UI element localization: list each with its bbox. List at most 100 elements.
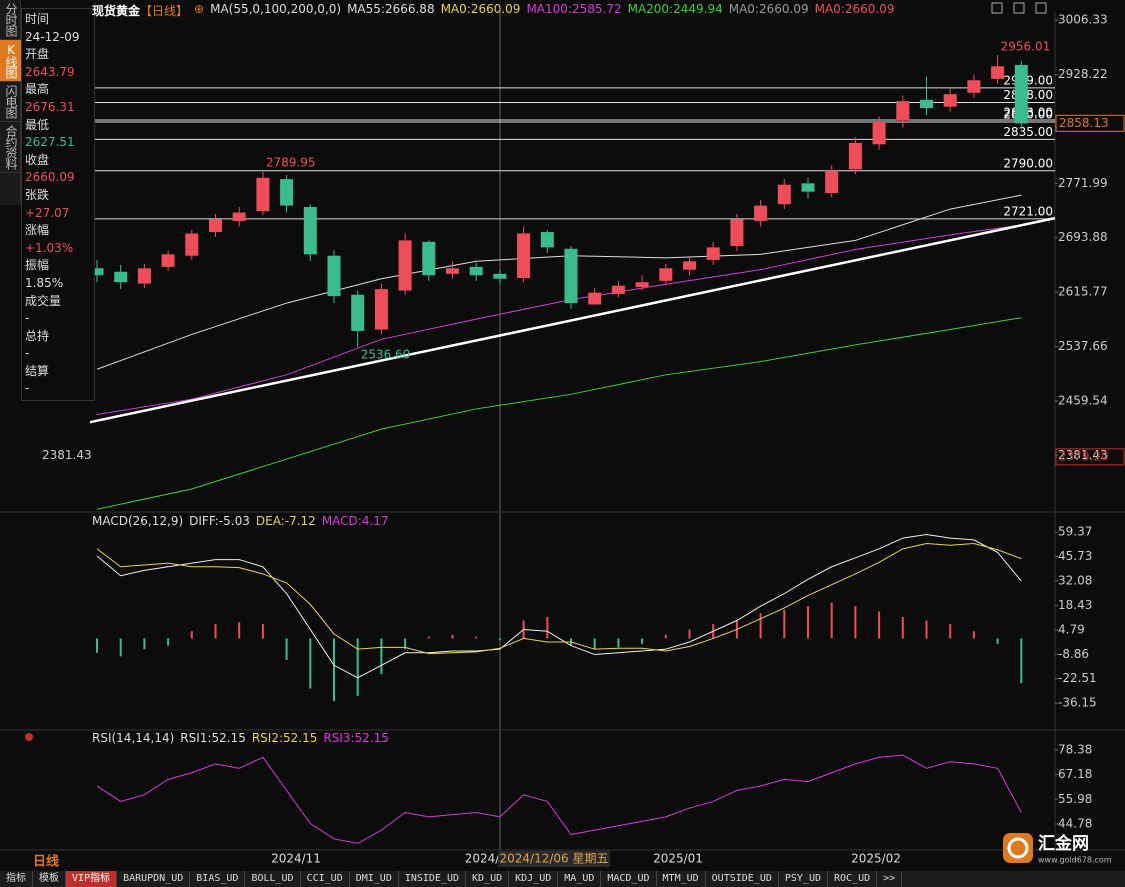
logo-icon (1007, 837, 1029, 859)
candle-body (256, 177, 270, 212)
indicator-tab[interactable]: MTM_UD (657, 871, 706, 887)
indicator-tab[interactable]: INSIDE_UD (399, 871, 467, 887)
candle-body (588, 292, 602, 305)
main-header: 现货黄金 【日线】 ⊕ MA(55,0,100,200,0,0) MA55:266… (92, 2, 894, 19)
indicator-label: MA55:2666.88 (347, 2, 435, 16)
indicator-label: MA(55,0,100,200,0,0) (210, 2, 342, 16)
info-label: 总持 (25, 328, 50, 343)
peak-label: 2956.01 (1001, 40, 1051, 54)
indicator-tab[interactable]: >> (877, 871, 903, 887)
indicator-tab[interactable]: KDJ_UD (509, 871, 559, 887)
crosshair-date-box (498, 851, 610, 867)
indicator-tab[interactable]: 指标 (0, 871, 33, 887)
y-tick-label: -22.51 (1058, 671, 1097, 685)
logo-icon (1003, 833, 1033, 863)
candle-body (351, 294, 365, 331)
logo-name: 汇金网 (1038, 833, 1089, 854)
indicator-tab[interactable]: BARUPDN_UD (117, 871, 191, 887)
y-tick-label: -8.86 (1058, 647, 1089, 661)
candle-body (540, 232, 554, 248)
price-tag (1055, 114, 1125, 132)
add-icon[interactable]: ⊕ (194, 2, 205, 16)
indicator-label: MACD:4.17 (321, 514, 389, 528)
indicator-tab[interactable]: KD_UD (466, 871, 510, 887)
rsi-icon[interactable] (25, 733, 33, 741)
y-tick-label: 44.78 (1058, 816, 1092, 830)
candle-body (920, 99, 933, 109)
level-label: 2790.00 (1003, 156, 1053, 170)
candle-body (683, 261, 696, 270)
trendline (89, 216, 1056, 424)
y-tick-label: 3006.33 (1058, 13, 1108, 27)
indicator-tab[interactable]: MA_UD (558, 871, 602, 887)
candle-body (730, 219, 744, 246)
period-label[interactable]: 日线 (33, 854, 59, 870)
sidebar-tab[interactable]: K线图 (0, 40, 23, 82)
indicator-tab[interactable]: MACD_UD (601, 871, 657, 887)
candle-body (777, 184, 791, 205)
info-label: 成交量 (25, 293, 62, 308)
candle-body (943, 94, 957, 107)
level-label: 2888.00 (1003, 88, 1053, 102)
period[interactable]: 【日线】 (140, 4, 189, 18)
left-axis-label: 2381.43 (42, 448, 92, 462)
candle-body (517, 233, 531, 279)
title: 现货黄金 (92, 4, 141, 18)
info-value: - (25, 311, 30, 326)
candle-body (114, 271, 128, 283)
y-tick-label: 2459.54 (1058, 393, 1108, 407)
y-tick-label: 18.43 (1058, 598, 1092, 612)
candle-body (611, 285, 625, 295)
x-label: 2024/11 (271, 852, 321, 866)
y-tick-label: 2771.99 (1058, 176, 1108, 190)
indicator-label: MA100:2585.72 (526, 2, 622, 16)
candle-body (137, 268, 151, 284)
x-label: 2025/01 (653, 852, 703, 866)
indicator-tab[interactable]: ROC_UD (828, 871, 878, 887)
x-label: 2025/02 (851, 852, 901, 866)
indicator-label: MA200:2449.94 (627, 2, 723, 16)
indicator-label: MACD(26,12,9) (92, 514, 184, 528)
candle-body (635, 282, 649, 288)
candle-body (422, 241, 436, 276)
sidebar-tab[interactable]: 闪电图 (0, 82, 23, 122)
sidebar-tab[interactable]: 合约资料 (0, 122, 23, 173)
toolbar-icons (991, 2, 1047, 14)
tool-icon[interactable] (991, 2, 1003, 14)
indicator-tab[interactable]: CCI_UD (301, 871, 350, 887)
info-value: - (25, 381, 30, 396)
candle-body (280, 179, 294, 206)
ma-line (96, 317, 1022, 510)
candle-body (754, 205, 768, 221)
candle-body (825, 170, 839, 194)
macd-diff-line (96, 533, 1022, 679)
tool-icon[interactable] (1013, 2, 1025, 14)
macd-dea-line (96, 542, 1022, 655)
logo-url: www.gold678.com (1038, 856, 1112, 865)
indicator-tab[interactable]: BOLL_UD (245, 871, 301, 887)
peak-label: 2536.60 (361, 348, 411, 362)
candle-body (801, 183, 815, 192)
rsi-header: RSI(14,14,14) RSI1:52.15 RSI2:52.15 RSI3:52… (92, 731, 389, 745)
candle-body (303, 206, 317, 255)
y-tick-label: 59.37 (1058, 525, 1092, 539)
indicator-tab[interactable]: VIP指标 (66, 871, 118, 887)
y-tick-label: 2693.88 (1058, 230, 1108, 244)
candle-body (896, 101, 910, 121)
indicator-tab[interactable]: DMI_UD (350, 871, 399, 887)
sidebar-tab[interactable]: 分时图 (0, 0, 23, 40)
candle-body (564, 248, 578, 304)
y-tick-label: 2928.22 (1058, 67, 1108, 81)
y-tick-label: 2615.77 (1058, 285, 1108, 299)
info-label: 收盘 (25, 152, 50, 167)
indicator-tab[interactable]: 模板 (33, 871, 66, 887)
candle-body (706, 247, 720, 260)
indicator-tab[interactable]: PSY_UD (779, 871, 828, 887)
tool-icon[interactable] (1035, 2, 1047, 14)
info-label: 最低 (25, 117, 50, 132)
indicator-tab[interactable]: OUTSIDE_UD (706, 871, 779, 887)
info-panel: 时间 24-12-09 开盘 2643.79 最高 2676.31 最低 2627.51 收盘 2… (21, 8, 95, 402)
indicator-tab[interactable]: BIAS_UD (190, 871, 246, 887)
crosshair-date: 2024/12/06 星期五 (500, 852, 609, 866)
candle-body (469, 266, 483, 276)
